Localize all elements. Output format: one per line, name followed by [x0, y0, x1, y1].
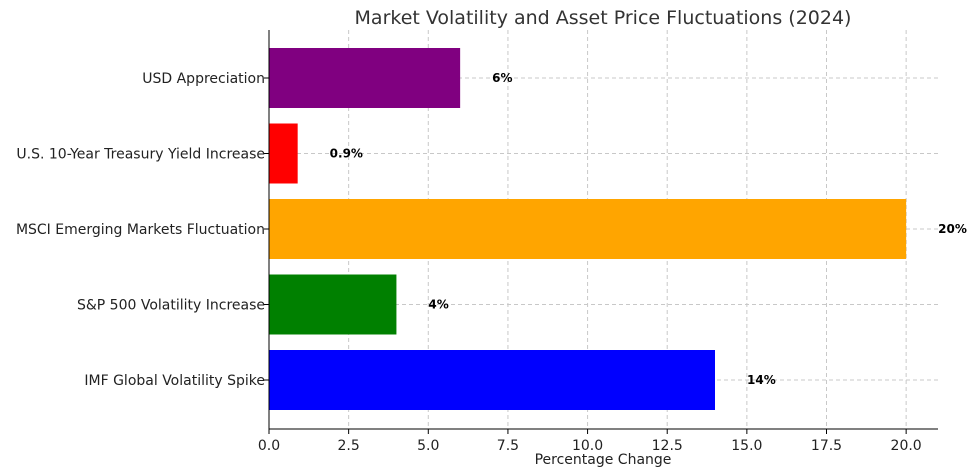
data-label: 0.9% — [330, 147, 363, 161]
y-tick-label: U.S. 10-Year Treasury Yield Increase — [16, 147, 265, 163]
x-axis-label: Percentage Change — [535, 452, 672, 468]
bar — [269, 274, 397, 335]
chart-title: Market Volatility and Asset Price Fluctu… — [355, 7, 852, 29]
data-label: 20% — [938, 222, 967, 236]
y-tick-label: USD Appreciation — [142, 71, 265, 87]
bars — [269, 48, 907, 410]
data-label: 14% — [747, 373, 776, 387]
x-tick-label: 2.5 — [338, 438, 360, 454]
x-tick-label: 17.5 — [811, 438, 842, 454]
bar — [269, 199, 907, 259]
x-tick-label: 7.5 — [497, 438, 519, 454]
y-tick-label: S&P 500 Volatility Increase — [77, 298, 265, 314]
data-label: 4% — [428, 298, 448, 312]
labels: 0.0 2.5 5.0 7.5 10.0 12.5 15.0 17.5 20.0 IMF Glob… — [16, 71, 967, 454]
x-tick-label: 0.0 — [258, 438, 280, 454]
x-tick-label: 12.5 — [652, 438, 683, 454]
bar — [269, 48, 461, 108]
data-label: 6% — [492, 71, 512, 85]
bar — [269, 350, 715, 410]
x-tick-label: 15.0 — [731, 438, 762, 454]
y-tick-label: IMF Global Volatility Spike — [84, 373, 265, 389]
axes — [264, 30, 938, 434]
bar — [269, 123, 298, 184]
x-tick-label: 10.0 — [572, 438, 603, 454]
y-tick-label: MSCI Emerging Markets Fluctuation — [16, 222, 265, 238]
x-tick-label: 5.0 — [417, 438, 439, 454]
x-tick-label: 20.0 — [891, 438, 922, 454]
